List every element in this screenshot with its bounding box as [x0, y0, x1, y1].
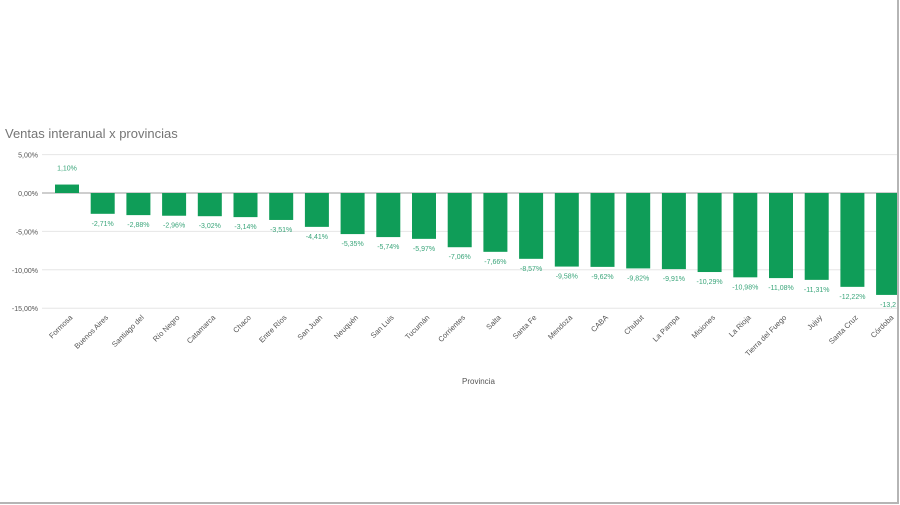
data-label: -2,96% — [163, 223, 185, 230]
bar — [447, 193, 472, 248]
bar — [340, 193, 365, 235]
bar — [126, 193, 151, 216]
bar — [162, 193, 187, 216]
bar — [626, 193, 651, 269]
data-label: -8,57% — [520, 266, 542, 273]
data-label: -9,58% — [556, 274, 578, 281]
data-label: -3,51% — [270, 227, 292, 234]
chart-title: Ventas interanual x provincias — [5, 126, 178, 141]
data-label: -5,74% — [377, 244, 399, 251]
bar — [55, 184, 79, 193]
x-tick-label: Neuquén — [332, 313, 360, 341]
x-tick-label: Catamarca — [185, 312, 218, 345]
y-tick-label: -5,00% — [16, 229, 38, 236]
x-tick-label: La Pampa — [651, 312, 682, 343]
x-tick-label: Corrientes — [436, 313, 467, 344]
x-tick-label: Formosa — [47, 312, 75, 340]
bar — [554, 193, 579, 267]
x-tick-label: Santa Cruz — [827, 313, 860, 346]
data-label: -11,31% — [804, 287, 830, 294]
x-tick-label: Santa Fe — [511, 313, 539, 341]
x-tick-label: San Juan — [296, 313, 325, 342]
x-tick-label: Entre Ríos — [257, 313, 289, 345]
bar — [661, 193, 686, 270]
x-tick-label: Río Negro — [151, 313, 182, 344]
bar — [697, 193, 722, 273]
data-label: -5,97% — [413, 246, 435, 253]
data-label: -3,14% — [234, 224, 256, 231]
x-tick-label: Buenos Aires — [72, 313, 110, 351]
data-label: -11,08% — [768, 285, 794, 292]
x-tick-label: La Rioja — [727, 312, 753, 338]
data-label: -5,35% — [342, 241, 364, 248]
x-tick-label: Salta — [484, 312, 503, 331]
bar — [840, 193, 865, 287]
data-label: -7,06% — [449, 254, 471, 261]
x-tick-label: Chubut — [622, 312, 646, 336]
bar — [376, 193, 401, 238]
x-tick-label: Misiones — [690, 313, 717, 340]
data-label: -3,02% — [199, 223, 221, 230]
bar — [590, 193, 615, 267]
bar — [483, 193, 508, 252]
x-tick-label: Tucumán — [403, 313, 431, 341]
y-tick-label: 0,00% — [18, 191, 38, 198]
bar — [90, 193, 115, 214]
x-tick-label: Chaco — [231, 313, 253, 335]
data-label: -13,2 — [880, 302, 896, 309]
data-label: -9,82% — [627, 275, 649, 282]
bar — [876, 193, 897, 295]
x-axis-title: Provincia — [462, 377, 495, 386]
y-tick-label: -10,00% — [12, 268, 38, 275]
bar — [804, 193, 829, 280]
x-tick-label: Santiago del — [110, 313, 146, 349]
y-tick-label: -15,00% — [12, 306, 38, 313]
bar — [733, 193, 758, 278]
data-label: -9,91% — [663, 276, 685, 283]
x-tick-label: Córdoba — [869, 312, 896, 339]
y-tick-label: 5,00% — [18, 153, 38, 160]
data-label: -2,88% — [127, 222, 149, 229]
bar — [197, 193, 222, 217]
x-tick-label: Jujuy — [805, 313, 824, 332]
x-tick-label: Mendoza — [546, 312, 575, 341]
data-label: 1,10% — [57, 166, 77, 173]
x-tick-label: San Luis — [369, 313, 396, 340]
data-label: -2,71% — [92, 221, 114, 228]
data-label: -10,98% — [732, 284, 758, 291]
data-label: -7,66% — [484, 259, 506, 266]
data-label: -4,41% — [306, 234, 328, 241]
x-tick-label: CABA — [589, 313, 610, 334]
bar — [233, 193, 258, 218]
bar — [269, 193, 294, 220]
bar — [304, 193, 329, 227]
bar — [412, 193, 436, 239]
bar — [769, 193, 793, 279]
data-label: -10,29% — [697, 279, 723, 286]
bar — [519, 193, 544, 259]
data-label: -9,62% — [591, 274, 613, 281]
data-label: -12,22% — [839, 294, 865, 301]
